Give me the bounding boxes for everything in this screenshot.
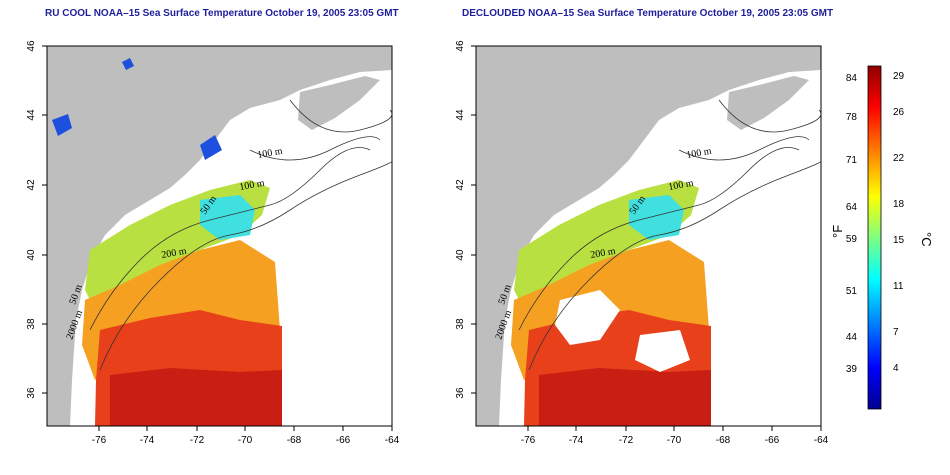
right-panel-title: DECLOUDED NOAA–15 Sea Surface Temperatur… [462, 8, 834, 19]
y-tick-label: 42 [26, 179, 37, 191]
celsius-tick-label: 29 [893, 71, 905, 82]
celsius-tick-label: 4 [893, 363, 899, 374]
x-tick-label: -70 [667, 435, 682, 446]
y-tick-label: 38 [455, 318, 466, 330]
celsius-tick-label: 7 [893, 327, 899, 338]
x-tick-label: -76 [92, 435, 107, 446]
land-area [476, 46, 821, 426]
x-tick-label: -72 [619, 435, 634, 446]
contour-depth-label: 100 m [239, 178, 266, 193]
fahrenheit-tick-label: 44 [846, 332, 858, 343]
x-tick-label: -76 [521, 435, 536, 446]
fahrenheit-tick-label: 78 [846, 112, 858, 123]
celsius-tick-label: 11 [893, 281, 904, 292]
celsius-tick-label: 22 [893, 153, 905, 164]
sst-cold-spots [52, 58, 222, 160]
celsius-tick-label: 15 [893, 235, 905, 246]
nova-scotia-land [298, 76, 380, 130]
y-tick-label: 40 [455, 249, 466, 261]
celsius-tick-label: 26 [893, 107, 905, 118]
contour-depth-label: 100 m [257, 146, 284, 161]
y-tick-label: 46 [455, 40, 466, 52]
left-panel-title: RU COOL NOAA–15 Sea Surface Temperature … [45, 8, 399, 19]
right-map-panel [475, 45, 822, 427]
x-tick-label: -68 [287, 435, 302, 446]
sst-gulfstream-core [110, 368, 282, 426]
x-tick-label: -70 [238, 435, 253, 446]
temperature-colorbar: °F °C 84 78 71 64 59 51 44 39 29 26 22 18 15 11 7 4 [830, 65, 934, 410]
fahrenheit-units-label: °F [830, 225, 845, 238]
y-tick-label: 44 [26, 109, 37, 121]
contour-depth-label: 100 m [686, 146, 713, 161]
celsius-tick-label: 18 [893, 199, 905, 210]
sst-gulfstream-core [539, 368, 711, 426]
y-tick-label: 38 [26, 318, 37, 330]
sst-cyan-patch [200, 195, 255, 240]
land-area [47, 46, 392, 426]
contour-depth-label: 100 m [668, 178, 695, 193]
fahrenheit-tick-label: 59 [846, 234, 858, 245]
left-map-panel [46, 45, 393, 427]
celsius-units-label: °C [919, 232, 934, 247]
map-axes: -76 -74 -72 -70 -68 -66 -64 46 44 42 40 38 36 -76 -74 -… [26, 40, 829, 446]
x-tick-label: -66 [765, 435, 780, 446]
y-tick-label: 42 [455, 179, 466, 191]
contour-depth-label: 200 m [590, 246, 617, 261]
declouded-gap [555, 290, 690, 372]
x-tick-label: -72 [190, 435, 205, 446]
fahrenheit-tick-label: 39 [846, 364, 858, 375]
y-tick-label: 40 [26, 249, 37, 261]
x-tick-label: -64 [814, 435, 829, 446]
x-tick-label: -74 [569, 435, 584, 446]
fahrenheit-tick-label: 84 [846, 73, 858, 84]
y-tick-label: 36 [26, 387, 37, 399]
contour-depth-label: 200 m [161, 246, 188, 261]
fahrenheit-tick-label: 64 [846, 202, 858, 213]
x-tick-label: -74 [140, 435, 155, 446]
nova-scotia-land [727, 76, 809, 130]
fahrenheit-tick-label: 51 [846, 286, 858, 297]
y-tick-label: 44 [455, 109, 466, 121]
x-tick-label: -66 [336, 435, 351, 446]
y-tick-label: 46 [26, 40, 37, 52]
y-tick-label: 36 [455, 387, 466, 399]
fahrenheit-tick-label: 71 [846, 155, 858, 166]
x-tick-label: -68 [716, 435, 731, 446]
x-tick-label: -64 [385, 435, 400, 446]
sst-cyan-patch [629, 195, 684, 240]
